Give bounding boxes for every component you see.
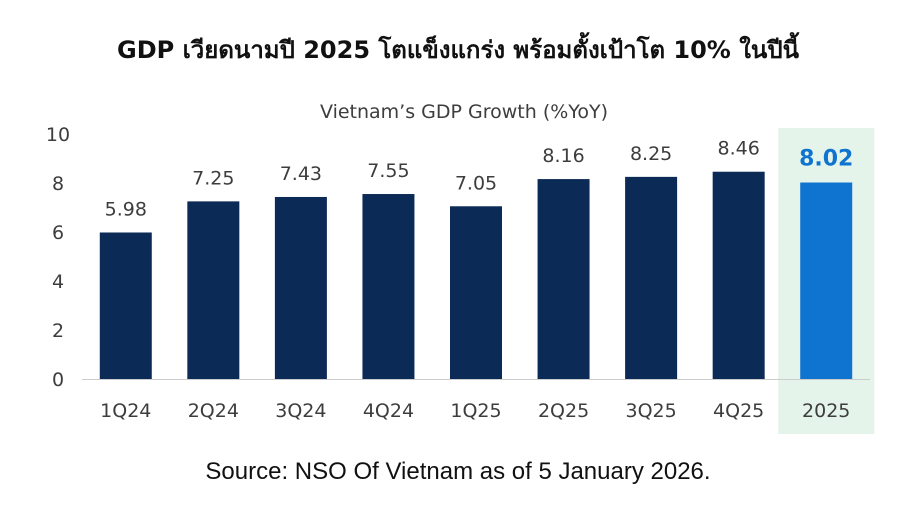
x-tick-label: 2Q25 xyxy=(538,400,589,422)
bar-value-label: 8.02 xyxy=(799,147,853,172)
bar-highlight xyxy=(800,182,853,379)
bar xyxy=(537,179,590,379)
bar-value-label: 7.05 xyxy=(455,172,497,194)
bar-value-label: 7.25 xyxy=(192,167,234,189)
bar xyxy=(450,206,502,379)
x-tick-label: 3Q24 xyxy=(275,400,326,422)
bar xyxy=(187,201,240,379)
y-tick-label: 2 xyxy=(52,320,64,342)
bar xyxy=(625,176,678,379)
x-tick-label: 2025 xyxy=(802,400,850,422)
bar-value-label: 7.55 xyxy=(367,160,409,182)
headline: GDP เวียดนามปี 2025 โตแข็งแกร่ง พร้อมตั้… xyxy=(117,36,799,64)
y-tick-label: 6 xyxy=(52,222,64,244)
y-tick-label: 8 xyxy=(52,173,64,195)
chart-title: Vietnam’s GDP Growth (%YoY) xyxy=(320,101,608,123)
x-tick-label: 4Q25 xyxy=(713,400,764,422)
bar xyxy=(99,232,152,379)
bar-value-label: 8.46 xyxy=(718,138,760,160)
y-tick-label: 4 xyxy=(52,271,64,293)
x-tick-label: 3Q25 xyxy=(625,400,676,422)
x-tick-label: 2Q24 xyxy=(188,400,239,422)
bar-value-label: 5.98 xyxy=(105,198,147,220)
bar xyxy=(712,171,765,379)
bar xyxy=(362,194,415,379)
x-tick-label: 1Q25 xyxy=(450,400,501,422)
x-tick-label: 4Q24 xyxy=(363,400,414,422)
bar-value-label: 7.43 xyxy=(280,163,322,185)
x-tick-label: 1Q24 xyxy=(100,400,151,422)
y-tick-label: 0 xyxy=(52,369,64,391)
bar xyxy=(274,196,327,379)
bar-value-label: 8.16 xyxy=(542,145,584,167)
source-note: Source: NSO Of Vietnam as of 5 January 2… xyxy=(205,458,711,485)
bar-value-label: 8.25 xyxy=(630,143,672,165)
y-tick-label: 10 xyxy=(46,124,70,146)
